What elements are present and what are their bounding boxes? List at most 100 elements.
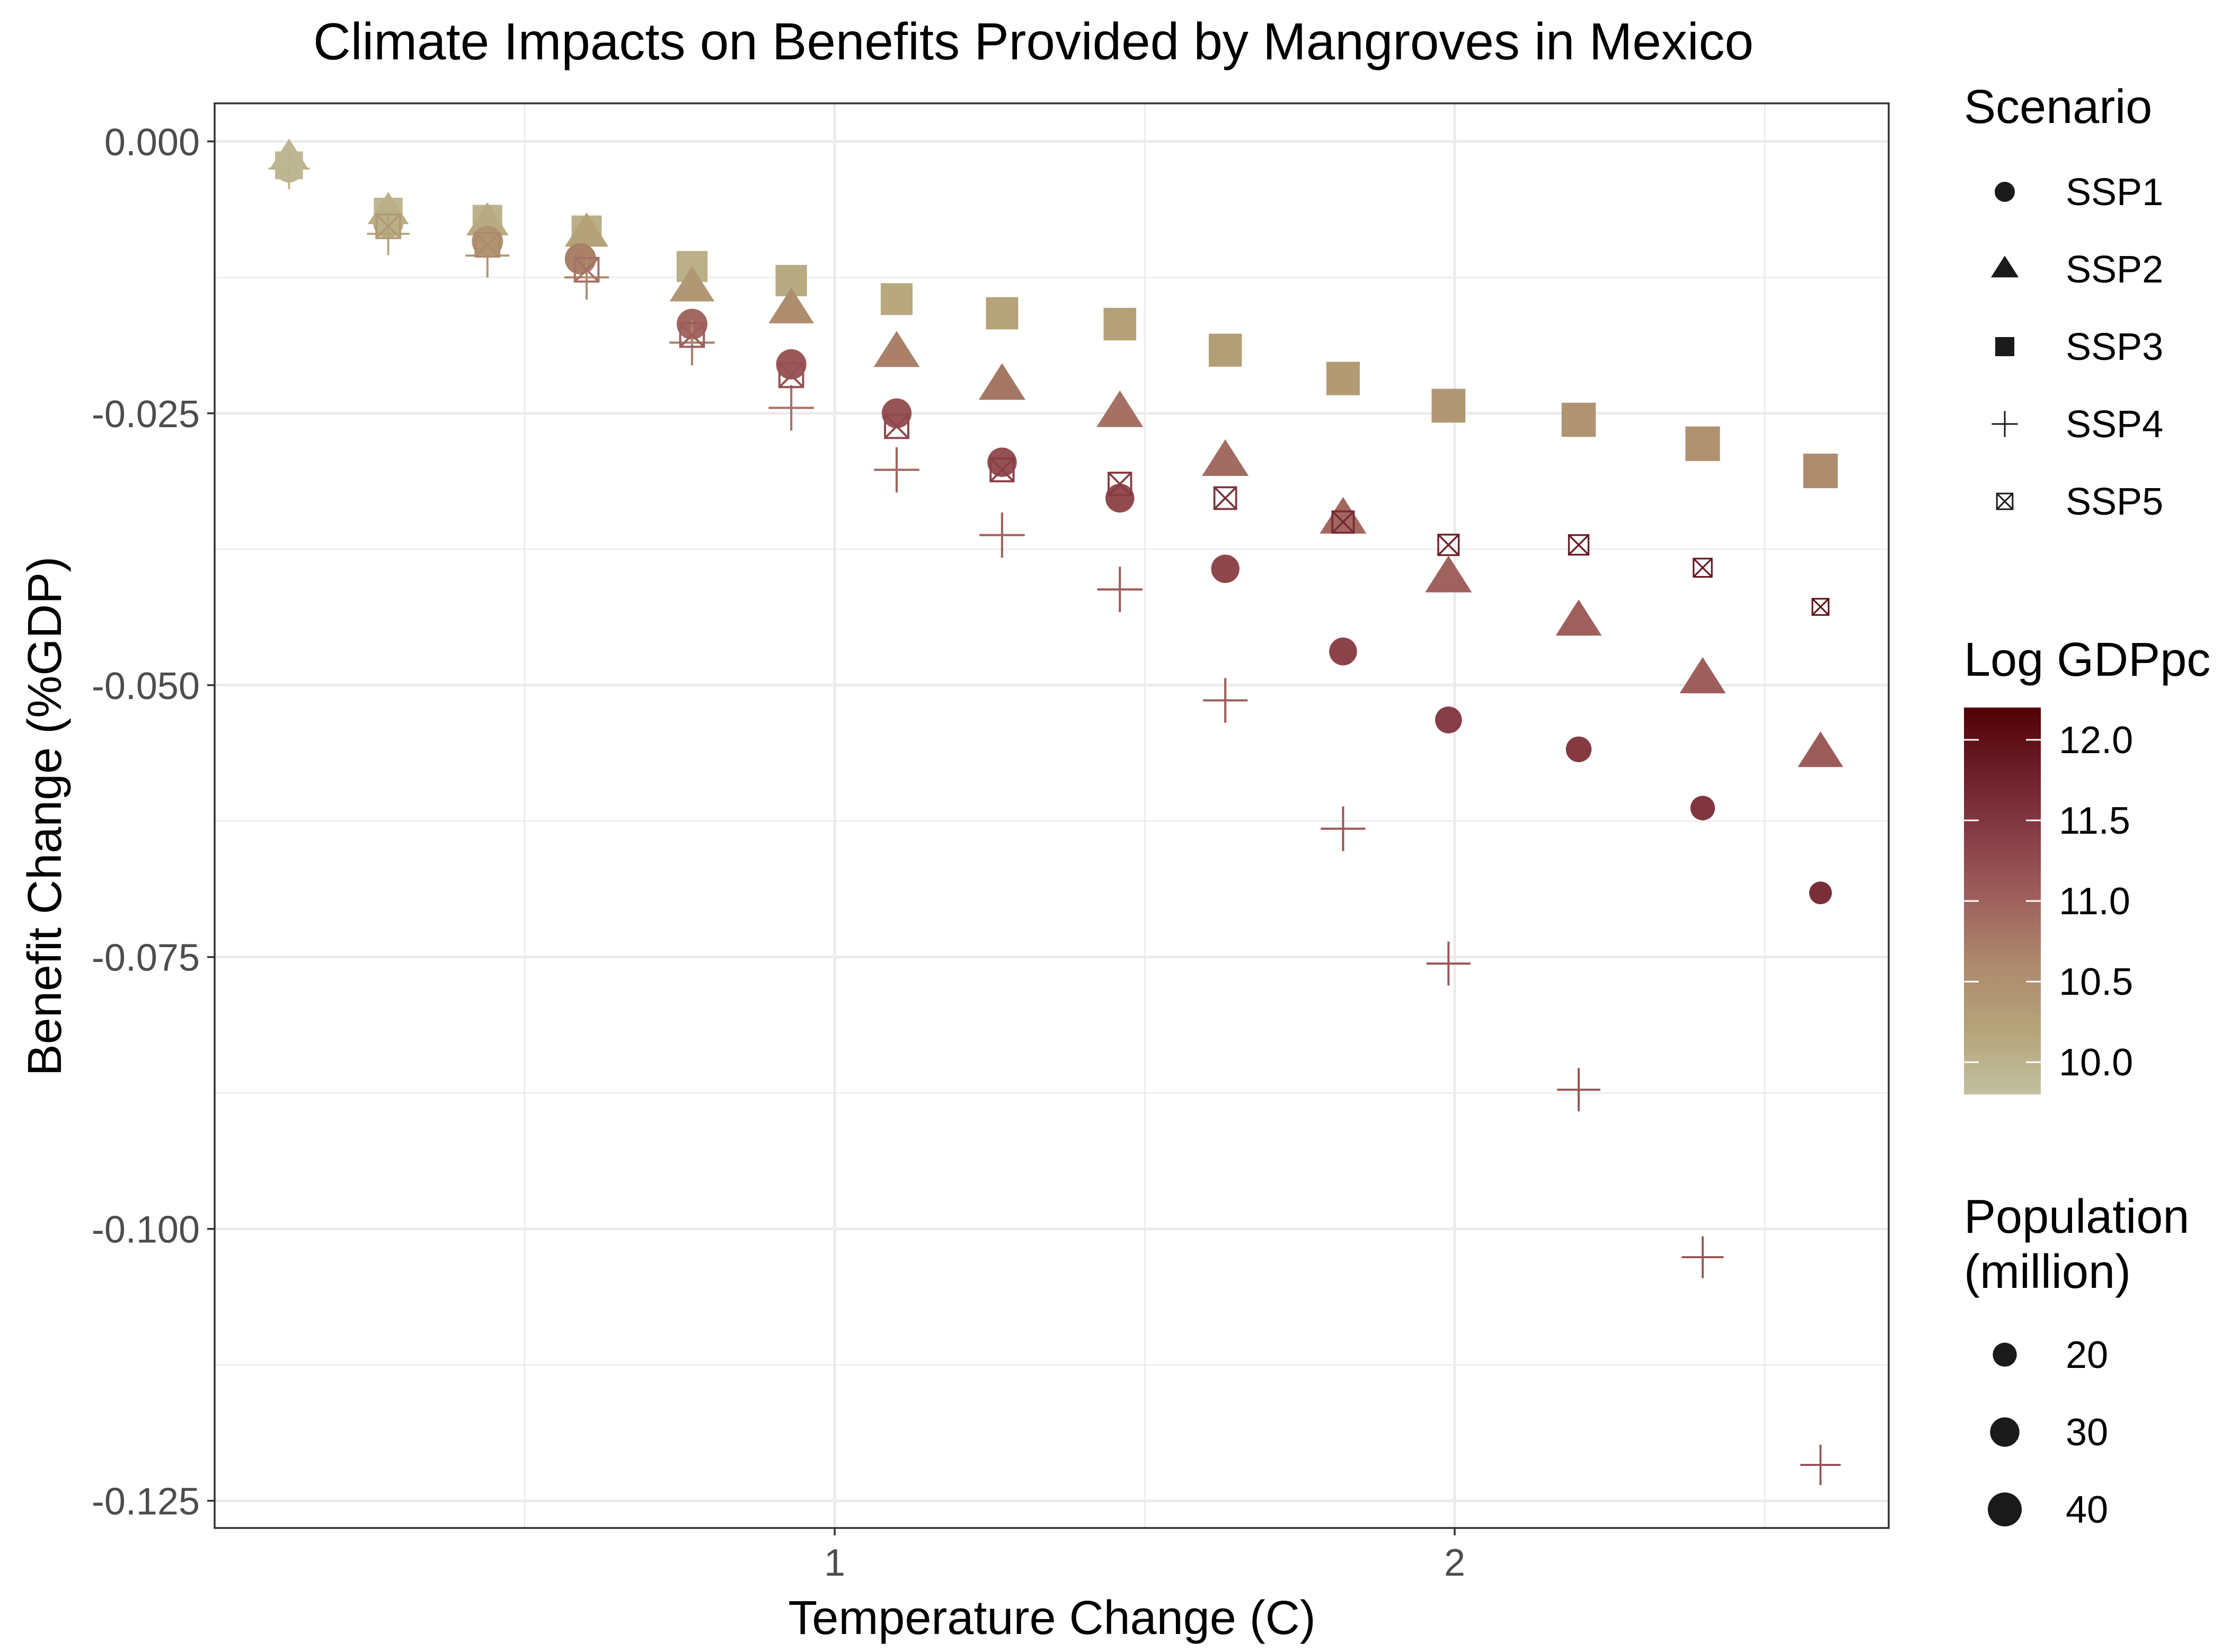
panel-border xyxy=(214,102,1890,1529)
legend-scenario-symbol xyxy=(1992,411,2018,437)
data-point-ssp5 xyxy=(989,457,1015,483)
legend-gdp-tick-label: 10.5 xyxy=(2059,961,2133,1003)
data-point-ssp1 xyxy=(1435,706,1462,734)
data-point-ssp1 xyxy=(1809,881,1832,905)
legend-gdp: Log GDPpc 10.0 10.5 11.0 11.5 12.0 xyxy=(1964,633,2210,1094)
data-point-ssp4 xyxy=(1557,1068,1600,1111)
legend-population-label: 30 xyxy=(2066,1411,2108,1454)
legend-scenario-label: SSP3 xyxy=(2066,326,2163,368)
x-tick-label: 2 xyxy=(1444,1542,1465,1584)
data-point-ssp4 xyxy=(669,320,715,366)
data-point-ssp3 xyxy=(1685,426,1720,461)
data-point-ssp3 xyxy=(1103,307,1136,341)
legend-gdp-tick-label: 11.5 xyxy=(2059,800,2130,842)
data-point-ssp3 xyxy=(1561,402,1596,437)
data-point-ssp5 xyxy=(375,213,401,240)
legend-population-title-line1: Population xyxy=(1964,1190,2189,1243)
legend-scenario-label: SSP1 xyxy=(2066,171,2163,214)
data-point-ssp4 xyxy=(874,447,919,493)
data-point-ssp2 xyxy=(1096,390,1144,427)
y-tick-label: 0.000 xyxy=(104,121,200,164)
data-point-ssp5 xyxy=(1811,598,1830,616)
legend-scenario-label: SSP4 xyxy=(2066,403,2163,446)
data-point-ssp1 xyxy=(1565,736,1592,763)
legend-scenario-symbol xyxy=(1996,492,2014,510)
data-point-ssp2 xyxy=(1679,657,1726,694)
data-point-ssp4 xyxy=(367,213,410,255)
data-point-ssp3 xyxy=(1431,388,1466,423)
data-point-ssp2 xyxy=(978,363,1025,400)
data-point-ssp4 xyxy=(1321,806,1366,851)
data-point-ssp3 xyxy=(1208,333,1242,367)
legend-population-title-line2: (million) xyxy=(1964,1245,2131,1298)
data-point-ssp3 xyxy=(1803,453,1838,489)
axis-layer: 0.000 -0.025 -0.050 -0.075 -0.100 -0.125 1 2 xyxy=(92,121,1465,1584)
data-point-ssp5 xyxy=(1693,558,1713,578)
legend-scenario-symbol xyxy=(1990,255,2019,278)
grid-layer xyxy=(215,103,1889,1528)
legend-scenario-symbol xyxy=(1995,337,2015,357)
data-point-ssp4 xyxy=(1202,678,1248,723)
data-point-ssp1 xyxy=(1105,483,1135,513)
data-point-ssp2 xyxy=(1202,439,1249,476)
legend-scenario-label: SSP5 xyxy=(2066,481,2163,523)
legend-population-symbol xyxy=(1990,1417,2020,1447)
x-axis-title: Temperature Change (C) xyxy=(788,1592,1315,1645)
y-tick-label: -0.125 xyxy=(92,1481,200,1523)
data-point-ssp1 xyxy=(987,447,1017,477)
y-axis-title: Benefit Change (%GDP) xyxy=(19,556,72,1076)
data-point-ssp5 xyxy=(884,413,909,439)
data-point-ssp4 xyxy=(564,255,609,300)
data-point-ssp2 xyxy=(466,202,509,236)
data-point-ssp1 xyxy=(1211,554,1240,583)
legend-population-label: 40 xyxy=(2066,1489,2108,1531)
data-point-ssp1 xyxy=(881,398,912,428)
data-point-ssp3 xyxy=(986,297,1019,330)
y-tick-label: -0.025 xyxy=(92,393,200,436)
marks-layer xyxy=(268,138,1844,1486)
data-point-ssp4 xyxy=(1682,1236,1724,1278)
legend-gdp-tick-label: 12.0 xyxy=(2059,719,2133,762)
data-point-ssp2 xyxy=(1425,555,1472,593)
data-point-ssp4 xyxy=(979,512,1025,558)
legend-scenario-symbol xyxy=(1995,182,2015,202)
data-point-ssp5 xyxy=(1213,486,1237,510)
chart-title: Climate Impacts on Benefits Provided by … xyxy=(313,12,1754,70)
data-point-ssp2 xyxy=(1555,599,1602,636)
data-point-ssp5 xyxy=(277,153,301,178)
data-point-ssp5 xyxy=(474,232,501,258)
data-point-ssp4 xyxy=(1097,567,1143,612)
legend-scenario-title: Scenario xyxy=(1964,81,2152,134)
legend-gdp-tick-label: 11.0 xyxy=(2059,880,2130,923)
legend-gdp-title: Log GDPpc xyxy=(1964,633,2210,686)
legend-population-label: 20 xyxy=(2066,1334,2108,1376)
data-point-ssp5 xyxy=(679,322,705,348)
data-point-ssp2 xyxy=(768,287,815,324)
data-point-ssp2 xyxy=(1320,497,1367,534)
legend-scenario-label: SSP2 xyxy=(2066,249,2163,291)
data-point-ssp5 xyxy=(778,362,804,388)
data-point-ssp2 xyxy=(1798,731,1844,767)
legend-gdp-tick-label: 10.0 xyxy=(2059,1041,2133,1084)
data-point-ssp5 xyxy=(1568,534,1590,556)
data-point-ssp3 xyxy=(880,283,913,315)
legend-population-symbol xyxy=(1993,1342,2017,1367)
data-point-ssp3 xyxy=(1326,361,1360,395)
data-point-ssp2 xyxy=(873,331,920,367)
legend-population: Population (million) 20 30 40 xyxy=(1964,1190,2189,1531)
data-point-ssp4 xyxy=(1800,1444,1841,1486)
data-point-ssp1 xyxy=(1690,796,1715,820)
data-point-ssp4 xyxy=(768,385,814,431)
data-point-ssp5 xyxy=(1331,510,1355,534)
y-tick-label: -0.050 xyxy=(92,665,200,708)
data-point-ssp5 xyxy=(1437,534,1460,556)
x-tick-label: 1 xyxy=(824,1542,845,1584)
legend-pop-items: 20 30 40 xyxy=(1988,1334,2108,1531)
legend-population-symbol xyxy=(1988,1492,2022,1526)
y-tick-label: -0.100 xyxy=(92,1209,200,1251)
legend-scenario-items: SSP1 SSP2 SSP3 SSP4 SSP5 xyxy=(1990,171,2163,523)
data-point-ssp5 xyxy=(1108,472,1132,497)
data-point-ssp2 xyxy=(564,212,609,247)
legend-scenario: Scenario SSP1 SSP2 SSP3 SSP4 SSP5 xyxy=(1964,81,2163,523)
